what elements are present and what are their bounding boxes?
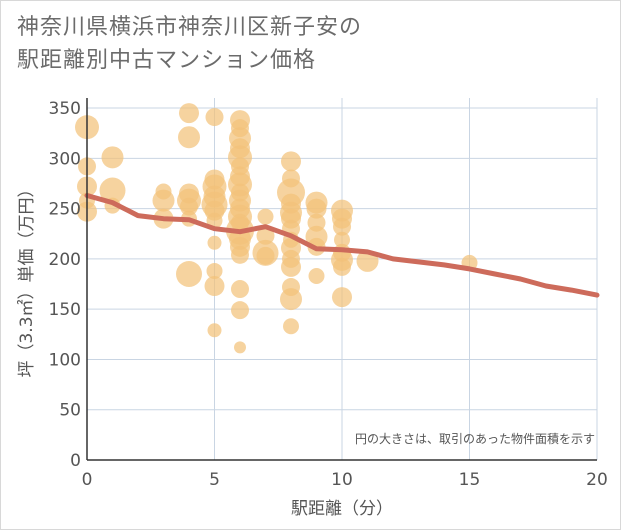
data-point	[333, 217, 351, 236]
y-tick-label: 350	[49, 99, 81, 119]
y-axis-label: 坪（3.3㎡）単価（万円）	[17, 180, 37, 377]
data-point	[306, 198, 327, 219]
data-point	[231, 280, 249, 299]
data-point	[283, 318, 299, 335]
chart-title: 神奈川県横浜市神奈川区新子安の 駅距離別中古マンション価格	[17, 15, 363, 73]
y-tick-label: 0	[70, 451, 81, 471]
data-point	[99, 177, 126, 204]
data-point	[257, 208, 274, 225]
y-tick-label: 300	[49, 149, 81, 169]
data-point	[152, 189, 175, 212]
x-tick-label: 20	[586, 470, 608, 490]
data-point	[333, 257, 351, 276]
data-point	[281, 151, 301, 172]
data-point	[206, 262, 223, 279]
data-point	[178, 126, 200, 149]
trend-line	[84, 193, 600, 298]
x-tick-label: 15	[459, 470, 481, 490]
x-tick-label: 0	[82, 470, 93, 490]
data-point	[308, 267, 325, 284]
data-point	[207, 323, 222, 338]
data-point	[205, 108, 224, 127]
y-tick-label: 50	[59, 401, 81, 421]
data-point	[207, 235, 222, 250]
x-axis-label: 駅距離（分）	[291, 499, 393, 519]
data-point	[176, 260, 202, 287]
data-point	[280, 288, 302, 311]
data-point	[179, 103, 199, 124]
data-point	[256, 246, 275, 265]
data-point	[334, 231, 350, 248]
axes	[86, 98, 597, 461]
trend-layer	[84, 193, 600, 298]
data-point	[231, 245, 249, 264]
y-tick-label: 150	[49, 300, 81, 320]
x-tick-label: 5	[209, 470, 220, 490]
y-tick-label: 100	[49, 350, 81, 370]
size-note: 円の大きさは、取引のあった物件面積を示す	[355, 431, 595, 446]
data-point	[180, 197, 198, 216]
data-point	[281, 256, 301, 277]
data-point	[204, 276, 225, 297]
y-tick-label: 250	[49, 200, 81, 220]
data-point	[101, 146, 124, 169]
y-tick-label: 200	[49, 250, 81, 270]
x-tick-label: 10	[331, 470, 353, 490]
data-point	[256, 226, 275, 245]
bubbles	[75, 103, 478, 354]
data-point	[332, 287, 352, 308]
data-point	[231, 301, 249, 320]
data-point	[234, 341, 246, 354]
tick-labels: 0 50 100 150 200 250 300 350 0 5 10 15 20	[49, 99, 608, 490]
